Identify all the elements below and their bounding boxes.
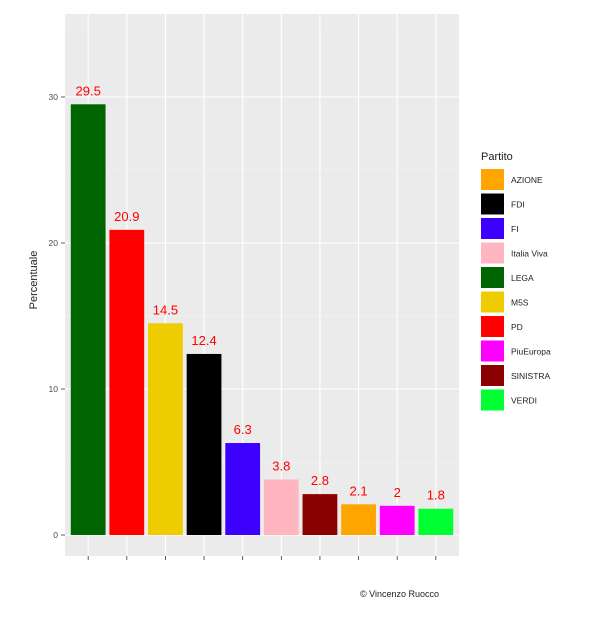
legend-label: VERDI (511, 396, 537, 406)
legend-key (481, 365, 504, 386)
legend-key (481, 389, 504, 411)
y-tick-label: 0 (53, 530, 58, 540)
legend-label: M5S (511, 298, 529, 308)
y-axis: 0 10 20 30 (49, 92, 65, 540)
value-labels: 29.5 20.9 14.5 12.4 6.3 3.8 2.8 2.1 2 1.8 (76, 83, 445, 502)
legend-key (481, 193, 504, 215)
legend-label: Italia Viva (511, 249, 548, 259)
legend-key (481, 291, 504, 313)
legend-label: PiuEuropa (511, 347, 551, 357)
bar-pd (109, 229, 145, 536)
value-label: 2.1 (350, 483, 368, 498)
legend-key (481, 267, 504, 288)
legend-label: LEGA (511, 273, 534, 283)
y-tick-label: 20 (49, 238, 59, 248)
bar-fi (225, 443, 261, 535)
value-label: 12.4 (191, 333, 216, 348)
legend-label: FI (511, 224, 519, 234)
legend-label: PD (511, 322, 523, 332)
legend-title: Partito (481, 151, 513, 163)
y-tick-label: 10 (49, 384, 59, 394)
value-label: 20.9 (114, 209, 139, 224)
value-label: 29.5 (76, 83, 101, 98)
legend-key (481, 316, 504, 337)
value-label: 3.8 (272, 459, 290, 474)
legend-label: FDI (511, 200, 525, 210)
bar-fdi (186, 353, 222, 535)
bar-italia-viva (263, 479, 299, 535)
value-label: 2 (394, 485, 401, 500)
legend-label: SINISTRA (511, 371, 551, 381)
value-label: 1.8 (427, 488, 445, 503)
legend: Partito AZIONE FDI FI Italia Viva LEGA M5S PD P… (481, 151, 551, 411)
legend-key (481, 242, 504, 264)
y-axis-label: Percentuale (28, 251, 40, 310)
value-label: 2.8 (311, 473, 329, 488)
legend-key (481, 340, 504, 362)
value-label: 14.5 (153, 302, 178, 317)
legend-key (481, 218, 504, 239)
copyright-caption: © Vincenzo Ruocco (360, 589, 440, 599)
legend-key (481, 169, 504, 190)
x-axis (87, 556, 437, 560)
value-label: 6.3 (234, 422, 252, 437)
y-tick-label: 30 (49, 92, 59, 102)
bar-piueuropa (379, 505, 415, 535)
bar-m5s (148, 323, 183, 535)
legend-items: AZIONE FDI FI Italia Viva LEGA M5S PD PiuEuropa… (481, 169, 551, 411)
bar-verdi (418, 508, 454, 535)
bar-lega (70, 104, 106, 536)
bar-sinistra (302, 494, 338, 535)
bars (70, 104, 454, 536)
bar-azione (341, 504, 376, 535)
legend-label: AZIONE (511, 175, 543, 185)
